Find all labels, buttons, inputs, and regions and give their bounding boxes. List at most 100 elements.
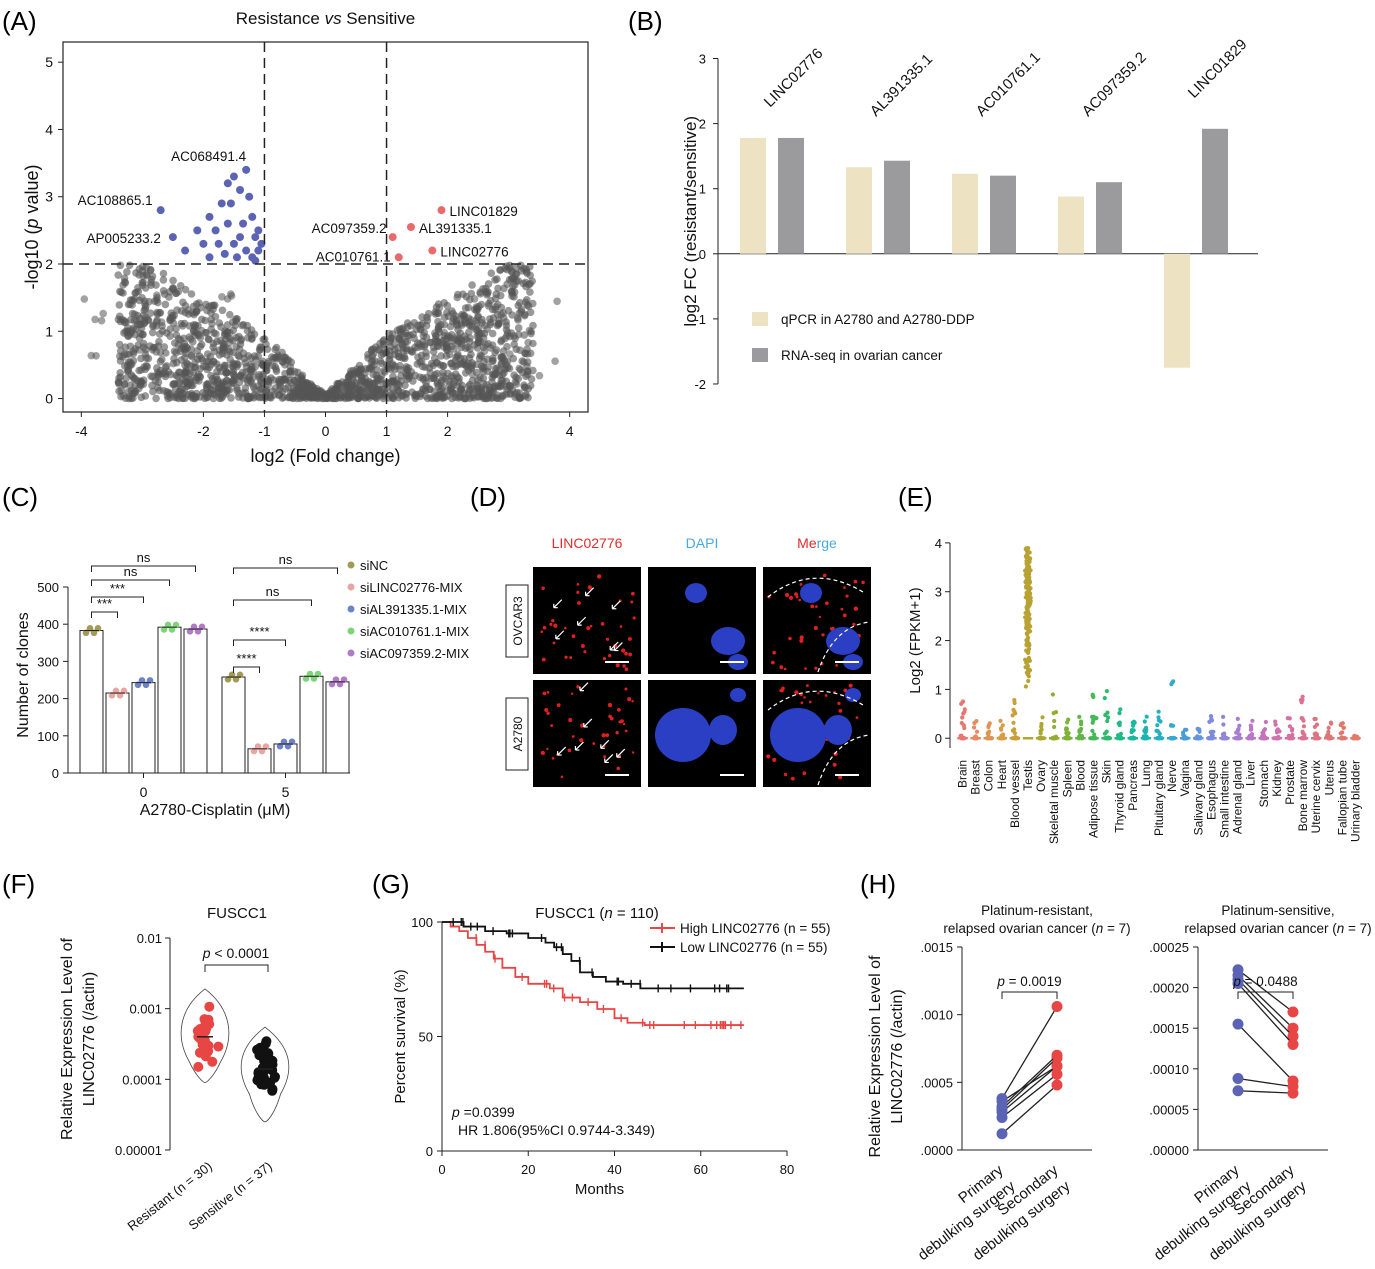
ns-point [171, 339, 179, 347]
y-tick-label: 3 [935, 585, 942, 600]
ns-point [157, 318, 166, 327]
nucleus [711, 627, 745, 655]
tissue-point [1182, 727, 1188, 732]
rna-dot [600, 621, 605, 626]
ns-point [423, 394, 432, 403]
rna-dot [544, 708, 549, 713]
ns-point [457, 385, 466, 394]
nucleus [800, 583, 822, 603]
replicate-dot [236, 671, 244, 679]
replicate-dot [284, 742, 292, 750]
panel-letter-e: (E) [898, 482, 933, 512]
tissue-point [1025, 632, 1030, 637]
ns-point [369, 350, 378, 358]
ns-point [161, 300, 170, 309]
ns-point [226, 310, 234, 319]
ns-point [386, 365, 395, 374]
down-point [229, 239, 238, 248]
ns-point [491, 369, 500, 378]
replicate-dot [232, 675, 240, 683]
gene-label: AP005233.2 [87, 231, 161, 246]
chart-title: relapsed ovarian cancer (n = 7) [1184, 921, 1371, 936]
ns-point [354, 385, 362, 393]
tissue-point [1023, 657, 1028, 662]
ns-point [272, 367, 281, 376]
tissue-point [1287, 724, 1292, 729]
rna-dot [799, 638, 804, 643]
ns-point [437, 321, 445, 329]
ns-point [515, 393, 523, 401]
pair-line [1237, 1090, 1294, 1094]
tissue-label: Skeletal muscle [1047, 760, 1061, 844]
category-label: LINC01829 [1185, 36, 1251, 102]
secondary-point [1287, 1030, 1299, 1042]
sig-label: **** [249, 624, 269, 639]
ns-point [398, 340, 407, 349]
rna-dot [784, 592, 790, 598]
ns-point [483, 355, 492, 364]
ns-point [443, 301, 452, 310]
ns-point [210, 329, 218, 337]
rna-dot [772, 757, 777, 763]
ns-point [527, 375, 536, 383]
category-label: AC010761.1 [973, 49, 1044, 120]
tissue-point [1301, 724, 1306, 729]
rna-dot [810, 604, 815, 609]
tissue-point [1118, 707, 1123, 712]
replicate-dot [254, 743, 262, 750]
replicate-dot [138, 677, 146, 684]
tissue-point [1154, 728, 1159, 734]
sig-bracket [233, 666, 260, 673]
tissue-point [1117, 711, 1122, 716]
ns-point [488, 329, 497, 338]
tissue-point [1237, 723, 1242, 728]
ns-point [437, 379, 445, 387]
ns-point [512, 345, 520, 354]
down-point [217, 199, 226, 208]
ns-point [278, 394, 287, 402]
ns-point [227, 292, 236, 300]
tissue-point [1026, 572, 1031, 578]
y-tick-label: 4 [45, 121, 53, 137]
rna-dot [838, 775, 843, 780]
ns-point [197, 340, 206, 349]
rna-dot [838, 709, 843, 713]
x-tick-label: 80 [780, 1162, 794, 1177]
bar [221, 676, 246, 774]
pair-line [1001, 1065, 1058, 1102]
tissue-label: Blood vessel [1008, 760, 1022, 828]
panel-letter-g: (G) [372, 869, 410, 899]
rna-dot [817, 692, 820, 695]
replicate-dot [288, 738, 296, 746]
x-tick-label: -2 [197, 423, 210, 439]
rna-dot [824, 694, 828, 697]
rna-dot [842, 613, 847, 618]
ns-point [158, 355, 166, 364]
tissue-point [1299, 716, 1304, 721]
arrow-marker [585, 587, 595, 597]
ns-point [172, 331, 181, 339]
y-tick-label: .00020 [1149, 981, 1189, 996]
sample-point [204, 1001, 215, 1012]
replicate-dot [142, 681, 150, 689]
rna-dot [583, 650, 587, 654]
arrow-marker [616, 748, 626, 758]
tissue-point [1026, 658, 1031, 664]
tissue-point [1028, 556, 1033, 561]
ns-point [217, 394, 226, 403]
column-title: LINC02776 [552, 535, 623, 551]
rna-dot [632, 616, 636, 620]
sig-label: *** [110, 581, 125, 596]
ns-point [302, 394, 311, 403]
ns-point [356, 372, 365, 381]
ns-point [487, 269, 496, 278]
chart-title: FUSCC1 [207, 905, 267, 922]
secondary-point [1051, 1060, 1063, 1072]
ns-point [479, 367, 488, 376]
tissue-point [1028, 586, 1033, 591]
y-tick-label: 200 [37, 692, 59, 707]
ns-point [226, 348, 234, 356]
ns-point [177, 319, 185, 328]
gene-label: AC068491.4 [171, 149, 247, 164]
tissue-point [1235, 716, 1240, 722]
